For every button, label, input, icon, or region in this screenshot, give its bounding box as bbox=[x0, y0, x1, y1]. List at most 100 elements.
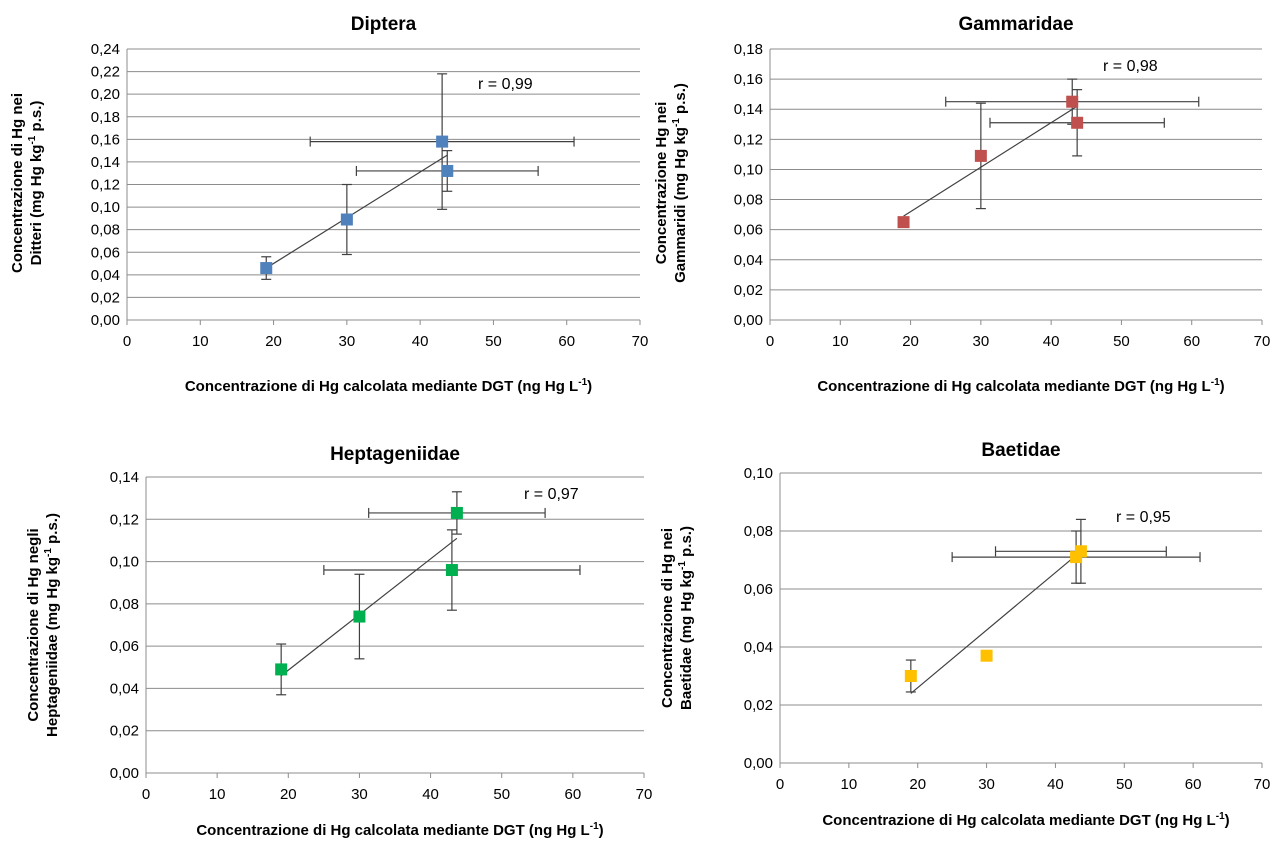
x-tick-label: 30 bbox=[978, 776, 995, 793]
data-point bbox=[1071, 116, 1084, 129]
chart-baetidae: Baetidae 0,00 0,02 0,04 0,06 0,08 0,10 0 10 20 30 4… bbox=[659, 440, 1270, 829]
y-axis-label: Concentrazione Hg nei Gammaridi (mg Hg kg… bbox=[653, 83, 689, 283]
y-tick-label: 0,16 bbox=[734, 71, 763, 88]
x-axis-label: Concentrazione di Hg calcolata mediante … bbox=[822, 811, 1229, 829]
x-tick-label: 30 bbox=[973, 333, 990, 350]
y-tick-label: 0,04 bbox=[734, 252, 763, 269]
y-tick-label: 0,22 bbox=[91, 64, 120, 81]
x-tick-label: 10 bbox=[841, 776, 858, 793]
x-axis-label: Concentrazione di Hg calcolata mediante … bbox=[185, 377, 592, 395]
y-tick-label: 0,18 bbox=[734, 41, 763, 58]
y-tick-label: 0,00 bbox=[110, 765, 139, 782]
trendline bbox=[280, 537, 458, 677]
y-tick-label: 0,06 bbox=[110, 638, 139, 655]
chart-title: Baetidae bbox=[981, 440, 1060, 461]
y-tick-label: 0,04 bbox=[110, 680, 139, 697]
data-point bbox=[445, 564, 458, 577]
data-point bbox=[353, 610, 366, 623]
data-point bbox=[1066, 95, 1079, 108]
y-tick-label: 0,00 bbox=[744, 755, 773, 772]
y-axis-label: Concentrazione di Hg negli Heptageniidae … bbox=[25, 513, 61, 737]
x-tick-label: 40 bbox=[1047, 776, 1064, 793]
y-tick-label: 0,06 bbox=[91, 244, 120, 261]
y-tick-label: 0,10 bbox=[744, 465, 773, 482]
x-tick-label: 70 bbox=[1254, 333, 1271, 350]
x-tick-label: 60 bbox=[565, 786, 582, 803]
y-tick-label: 0,24 bbox=[91, 41, 120, 58]
y-tick-label: 0,08 bbox=[110, 596, 139, 613]
y-tick-label: 0,08 bbox=[734, 192, 763, 209]
chart-diptera: Diptera 0,00 0,02 0,04 0,06 0,08 0,10 0,12 0,14 0… bbox=[9, 14, 648, 395]
data-point bbox=[974, 149, 987, 162]
x-tick-label: 70 bbox=[632, 333, 649, 350]
chart-gammaridae: Gammaridae 0,00 0,02 0,04 0,06 0,08 0,10 0,12 0,… bbox=[653, 14, 1270, 395]
y-tick-label: 0,02 bbox=[734, 282, 763, 299]
y-tick-label: 0,08 bbox=[744, 523, 773, 540]
x-tick-label: 50 bbox=[1113, 333, 1130, 350]
x-tick-label: 70 bbox=[636, 786, 653, 803]
x-tick-label: 60 bbox=[558, 333, 575, 350]
x-tick-label: 40 bbox=[1043, 333, 1060, 350]
y-tick-label: 0,10 bbox=[110, 554, 139, 571]
chart-heptageniidae: Heptageniidae 0,00 0,02 0,04 0,06 0,08 0,10 0,1… bbox=[25, 444, 652, 839]
chart-title: Heptageniidae bbox=[330, 444, 460, 465]
data-point bbox=[1074, 545, 1087, 558]
y-tick-label: 0,00 bbox=[91, 312, 120, 329]
data-point bbox=[275, 663, 288, 676]
data-point bbox=[450, 506, 463, 519]
y-tick-label: 0,14 bbox=[734, 101, 763, 118]
x-tick-label: 0 bbox=[142, 786, 150, 803]
trendline bbox=[265, 154, 448, 269]
data-point bbox=[904, 670, 917, 682]
x-tick-label: 0 bbox=[776, 776, 784, 793]
x-tick-label: 40 bbox=[412, 333, 429, 350]
y-tick-label: 0,20 bbox=[91, 86, 120, 103]
y-tick-label: 0,14 bbox=[110, 469, 139, 486]
x-tick-label: 0 bbox=[766, 333, 774, 350]
chart-title: Diptera bbox=[351, 14, 417, 35]
y-tick-label: 0,04 bbox=[91, 267, 120, 284]
y-tick-label: 0,18 bbox=[91, 109, 120, 126]
data-point bbox=[436, 135, 449, 148]
y-tick-label: 0,02 bbox=[110, 723, 139, 740]
x-tick-label: 60 bbox=[1183, 333, 1200, 350]
x-tick-label: 50 bbox=[493, 786, 510, 803]
x-tick-label: 50 bbox=[1116, 776, 1133, 793]
x-tick-label: 10 bbox=[209, 786, 226, 803]
y-tick-label: 0,16 bbox=[91, 131, 120, 148]
y-tick-label: 0,10 bbox=[91, 199, 120, 216]
y-tick-label: 0,02 bbox=[744, 697, 773, 714]
x-tick-label: 20 bbox=[902, 333, 919, 350]
y-tick-label: 0,06 bbox=[744, 581, 773, 598]
x-tick-label: 30 bbox=[339, 333, 356, 350]
trendline bbox=[910, 550, 1082, 694]
x-tick-label: 0 bbox=[123, 333, 131, 350]
x-tick-label: 30 bbox=[351, 786, 368, 803]
correlation-annotation: r = 0,95 bbox=[1116, 509, 1171, 526]
correlation-annotation: r = 0,99 bbox=[478, 76, 533, 93]
data-point bbox=[441, 164, 454, 177]
y-tick-label: 0,04 bbox=[744, 639, 773, 656]
correlation-annotation: r = 0,97 bbox=[524, 486, 579, 503]
y-tick-label: 0,06 bbox=[734, 222, 763, 239]
x-tick-label: 20 bbox=[280, 786, 297, 803]
correlation-annotation: r = 0,98 bbox=[1103, 58, 1158, 75]
y-tick-label: 0,00 bbox=[734, 312, 763, 329]
x-tick-label: 50 bbox=[485, 333, 502, 350]
x-tick-label: 10 bbox=[832, 333, 849, 350]
x-axis-label: Concentrazione di Hg calcolata mediante … bbox=[817, 377, 1224, 395]
x-tick-label: 20 bbox=[909, 776, 926, 793]
x-tick-label: 40 bbox=[422, 786, 439, 803]
y-tick-label: 0,02 bbox=[91, 289, 120, 306]
x-tick-label: 60 bbox=[1185, 776, 1202, 793]
data-point bbox=[340, 213, 353, 226]
x-tick-label: 20 bbox=[265, 333, 282, 350]
chart-title: Gammaridae bbox=[958, 14, 1073, 35]
y-tick-label: 0,14 bbox=[91, 154, 120, 171]
x-tick-label: 70 bbox=[1254, 776, 1271, 793]
y-axis-label: Concentrazione di Hg nei Ditteri (mg Hg k… bbox=[9, 93, 45, 273]
x-axis-label: Concentrazione di Hg calcolata mediante … bbox=[196, 821, 603, 839]
y-tick-label: 0,12 bbox=[110, 511, 139, 528]
data-point bbox=[260, 262, 273, 275]
